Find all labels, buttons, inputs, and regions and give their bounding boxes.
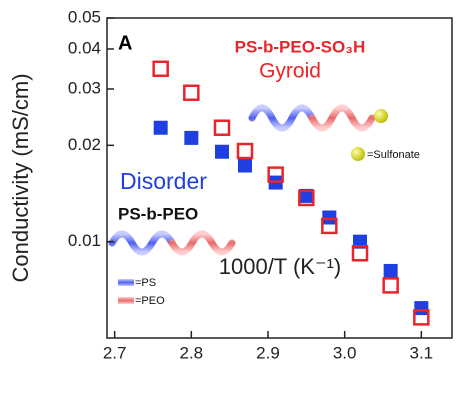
data-point xyxy=(414,301,429,316)
plot-frame xyxy=(106,17,453,339)
y-tick-label: 0.01 xyxy=(68,231,101,250)
data-point xyxy=(184,130,199,145)
x-tick-label: 3.0 xyxy=(333,343,357,362)
data-point xyxy=(383,263,398,278)
data-point xyxy=(215,144,229,159)
x-tick-label: 3.1 xyxy=(410,343,434,362)
x-axis-label: 1000/T (K⁻¹) xyxy=(219,254,341,279)
data-point xyxy=(183,84,200,101)
peo-block xyxy=(308,104,376,132)
data-point xyxy=(413,309,430,326)
series-annotation: PS-b-PEO-SO₃H xyxy=(235,37,366,56)
y-tick-label: 0.02 xyxy=(68,135,101,154)
x-tick-label: 2.7 xyxy=(103,343,127,362)
y-tick-label: 0.05 xyxy=(68,7,101,26)
key-label: =Sulfonate xyxy=(367,149,420,161)
series-annotation: PS-b-PEO xyxy=(118,204,198,223)
phase-annotation: Disorder xyxy=(120,168,207,194)
key-label: =PS xyxy=(135,277,156,289)
data-point xyxy=(236,142,254,160)
data-point xyxy=(267,166,284,183)
data-point xyxy=(238,158,252,173)
ps-block xyxy=(108,230,176,256)
sulfonate-key-icon xyxy=(351,147,365,161)
data-point xyxy=(321,217,338,235)
data-point xyxy=(153,120,168,135)
peo-key-icon xyxy=(118,297,134,304)
sulfonate-bead xyxy=(374,109,388,123)
data-point xyxy=(152,60,169,78)
data-point xyxy=(351,245,369,262)
ps-block xyxy=(248,104,316,132)
peo-block xyxy=(168,230,236,256)
x-tick-label: 2.8 xyxy=(180,343,204,362)
data-point xyxy=(322,210,337,225)
y-tick-label: 0.03 xyxy=(68,78,101,97)
data-point xyxy=(213,119,231,136)
y-axis-label: Conductivity (mS/cm) xyxy=(8,73,33,282)
panel-label: A xyxy=(118,32,132,54)
y-tick-label: 0.04 xyxy=(68,38,101,57)
data-point xyxy=(299,188,314,203)
key-label: =PEO xyxy=(135,295,165,307)
ps-key-icon xyxy=(118,279,134,286)
x-tick-label: 2.9 xyxy=(256,343,280,362)
data-point xyxy=(298,189,315,207)
data-point xyxy=(382,277,399,294)
phase-annotation: Gyroid xyxy=(259,60,321,83)
